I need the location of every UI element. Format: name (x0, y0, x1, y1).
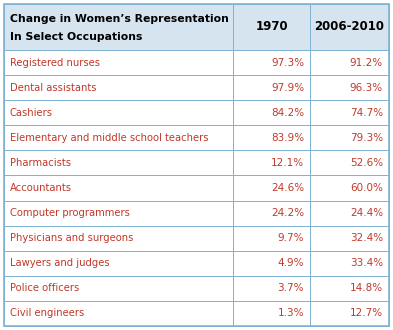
Bar (310, 201, 389, 226)
Bar (233, 4, 310, 50)
Text: Dental assistants: Dental assistants (10, 82, 97, 93)
Text: 24.6%: 24.6% (271, 183, 304, 193)
Text: 60.0%: 60.0% (350, 183, 383, 193)
Bar (4, 150, 233, 176)
Text: 91.2%: 91.2% (350, 57, 383, 68)
Text: 32.4%: 32.4% (350, 233, 383, 243)
Bar (310, 276, 389, 301)
Bar (4, 75, 233, 100)
Bar (4, 100, 233, 125)
Text: Pharmacists: Pharmacists (10, 158, 71, 168)
Text: 74.7%: 74.7% (350, 108, 383, 118)
Bar (310, 301, 389, 326)
Text: Change in Women’s Representation: Change in Women’s Representation (10, 14, 229, 24)
Bar (233, 100, 310, 125)
Text: Cashiers: Cashiers (10, 108, 53, 118)
Text: 1970: 1970 (255, 20, 288, 34)
Text: Lawyers and judges: Lawyers and judges (10, 258, 110, 268)
Bar (233, 226, 310, 251)
Bar (233, 125, 310, 150)
Bar (310, 125, 389, 150)
Text: Accountants: Accountants (10, 183, 72, 193)
Bar (310, 226, 389, 251)
Text: 12.7%: 12.7% (350, 309, 383, 318)
Bar (310, 251, 389, 276)
Bar (310, 75, 389, 100)
Bar (310, 150, 389, 176)
Text: 24.4%: 24.4% (350, 208, 383, 218)
Bar (310, 100, 389, 125)
Bar (310, 50, 389, 75)
Text: 84.2%: 84.2% (271, 108, 304, 118)
Text: Police officers: Police officers (10, 283, 79, 293)
Text: 2006-2010: 2006-2010 (314, 20, 384, 34)
Bar (233, 150, 310, 176)
Bar (4, 201, 233, 226)
Text: 52.6%: 52.6% (350, 158, 383, 168)
Text: Computer programmers: Computer programmers (10, 208, 130, 218)
Bar (4, 125, 233, 150)
Bar (233, 50, 310, 75)
Text: 4.9%: 4.9% (277, 258, 304, 268)
Text: 12.1%: 12.1% (271, 158, 304, 168)
Bar (4, 251, 233, 276)
Text: 14.8%: 14.8% (350, 283, 383, 293)
Text: 24.2%: 24.2% (271, 208, 304, 218)
Text: 9.7%: 9.7% (277, 233, 304, 243)
Bar (233, 201, 310, 226)
Bar (310, 4, 389, 50)
Bar (233, 75, 310, 100)
Text: 3.7%: 3.7% (277, 283, 304, 293)
Bar (233, 301, 310, 326)
Bar (4, 176, 233, 201)
Text: Elementary and middle school teachers: Elementary and middle school teachers (10, 133, 209, 143)
Bar (4, 4, 233, 50)
Text: 1.3%: 1.3% (277, 309, 304, 318)
Text: 97.3%: 97.3% (271, 57, 304, 68)
Bar (4, 226, 233, 251)
Text: 96.3%: 96.3% (350, 82, 383, 93)
Text: In Select Occupations: In Select Occupations (10, 32, 142, 42)
Text: 79.3%: 79.3% (350, 133, 383, 143)
Text: 83.9%: 83.9% (271, 133, 304, 143)
Bar (4, 50, 233, 75)
Text: Civil engineers: Civil engineers (10, 309, 84, 318)
Text: 97.9%: 97.9% (271, 82, 304, 93)
Bar (233, 176, 310, 201)
Bar (4, 276, 233, 301)
Bar (310, 176, 389, 201)
Bar (233, 251, 310, 276)
Text: 33.4%: 33.4% (350, 258, 383, 268)
Bar (4, 301, 233, 326)
Text: Physicians and surgeons: Physicians and surgeons (10, 233, 133, 243)
Bar (233, 276, 310, 301)
Text: Registered nurses: Registered nurses (10, 57, 100, 68)
